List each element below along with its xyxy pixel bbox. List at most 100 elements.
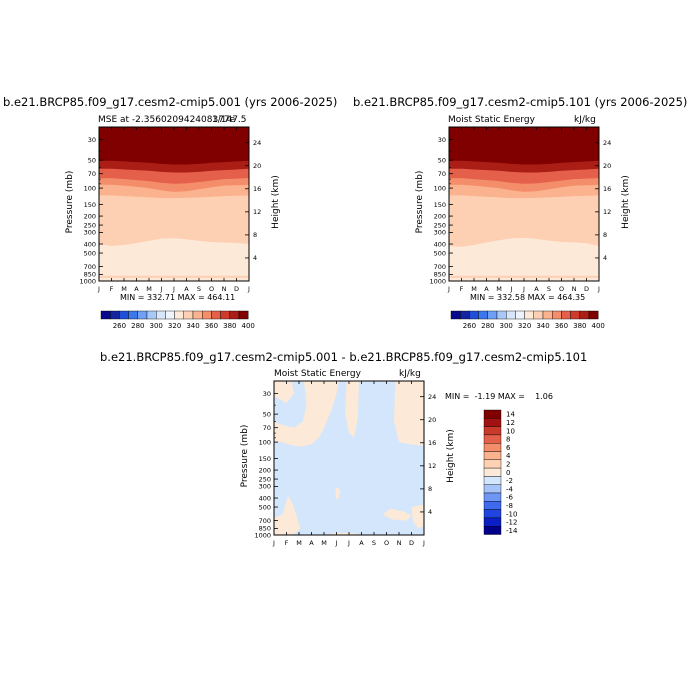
panel2-ytick-label: 70 xyxy=(438,170,446,178)
panel3-patch-small xyxy=(335,486,341,500)
panel1-xtick-label: J xyxy=(172,285,175,293)
panel2-ytick-label: 250 xyxy=(434,221,446,229)
colorbar3-box xyxy=(483,426,502,436)
colorbar3-label: 10 xyxy=(506,427,515,435)
panel2-y2tick-label: 8 xyxy=(603,231,607,239)
panel3-xtick-label: F xyxy=(285,539,289,547)
panel3-xtick-label: J xyxy=(422,539,425,547)
colorbar1-box xyxy=(165,310,175,320)
colorbar2-box xyxy=(478,310,489,320)
colorbar1-box xyxy=(137,310,148,320)
colorbar3-box xyxy=(483,484,502,494)
panel2-band-surface xyxy=(449,275,599,278)
panel3-xtick-label: J xyxy=(335,539,338,547)
colorbar1-box xyxy=(220,310,231,320)
panel3-xtick-label: S xyxy=(372,539,376,547)
panel1-ytick-label: 70 xyxy=(88,170,96,178)
panel3-patch-right xyxy=(394,381,424,446)
panel3-ytick-label: 300 xyxy=(259,483,271,491)
colorbar1-box xyxy=(183,310,194,320)
panel2-band-400 xyxy=(449,127,599,165)
colorbar3-box xyxy=(483,434,502,444)
panel2-y2tick-label: 24 xyxy=(603,139,611,147)
panel3-xtick-label: O xyxy=(384,539,389,547)
panel3-ytick-label: 70 xyxy=(263,424,271,432)
panel1-left-label: MSE at -2.356020942408377e xyxy=(98,115,236,125)
colorbar3-box xyxy=(483,467,502,477)
colorbar2-label: 280 xyxy=(481,322,494,330)
colorbar3-box xyxy=(483,476,502,485)
panel3-patch-lower-left xyxy=(274,496,301,535)
panel1-ytick-label: 150 xyxy=(84,201,96,209)
panel2-title: b.e21.BRCP85.f09_g17.cesm2-cmip5.101 (yr… xyxy=(353,95,688,109)
colorbar3-label: -10 xyxy=(506,510,517,518)
colorbar2-label: 320 xyxy=(518,322,531,330)
panel1-y2tick-label: 8 xyxy=(253,231,257,239)
colorbar3-box xyxy=(483,526,502,535)
panel3-ytick-label: 100 xyxy=(259,438,271,446)
colorbar1-box xyxy=(174,310,185,320)
colorbar3-label: -4 xyxy=(506,485,514,493)
colorbar1-box xyxy=(238,310,249,320)
colorbar3-label: -12 xyxy=(506,519,517,527)
panel1-y2tick-label: 12 xyxy=(253,208,261,216)
panel3-y2tick-label: 20 xyxy=(428,416,436,424)
panel2-y2tick-label: 20 xyxy=(603,162,611,170)
panel1-xtick-label: N xyxy=(222,285,227,293)
panel3-ytick-label: 400 xyxy=(259,494,271,502)
colorbar3-label: 0 xyxy=(506,469,510,477)
panel3-right-label: kJ/kg xyxy=(399,369,421,379)
colorbar2-box xyxy=(496,310,507,320)
colorbar3-label: 6 xyxy=(506,444,511,452)
colorbar3-label: -8 xyxy=(506,502,513,510)
panel2-ytick-label: 400 xyxy=(434,240,446,248)
panel1-ytick-label: 250 xyxy=(84,221,96,229)
colorbar1-label: 320 xyxy=(168,322,181,330)
colorbar2-box xyxy=(450,310,461,320)
colorbar1-label: 360 xyxy=(205,322,218,330)
panel1-xtick-label: S xyxy=(197,285,201,293)
panel2-ytick-label: 850 xyxy=(434,271,446,279)
panel1-y2tick-label: 16 xyxy=(253,185,261,193)
colorbar2-label: 260 xyxy=(463,322,476,330)
panel2-xtick-label: J xyxy=(522,285,525,293)
panel2-xtick-label: O xyxy=(559,285,564,293)
panel1-ytick-label: 300 xyxy=(84,229,96,237)
colorbar2-box xyxy=(533,310,544,320)
colorbar3-box xyxy=(483,492,502,502)
colorbar1-box xyxy=(192,310,203,320)
panel3-patch-top-left xyxy=(274,381,294,404)
colorbar1-box xyxy=(119,310,129,320)
colorbar3-box xyxy=(483,509,502,519)
panel1-xtick-label: A xyxy=(184,285,189,293)
panel3-xtick-label: D xyxy=(409,539,414,547)
panel2-right-label: kJ/kg xyxy=(574,115,596,125)
panel3-patch-mid xyxy=(345,381,359,438)
colorbar1-label: 300 xyxy=(150,322,163,330)
panel3-ytick-label: 1000 xyxy=(254,531,271,539)
panel2-ytick-label: 700 xyxy=(434,263,446,271)
colorbar2-box xyxy=(469,310,479,320)
panel2-xtick-label: S xyxy=(547,285,551,293)
panel3-xtick-label: A xyxy=(359,539,364,547)
colorbar3-label: 2 xyxy=(506,460,510,468)
colorbar3-label: -2 xyxy=(506,477,513,485)
panel3-stats: MIN = -1.19 MAX = 1.06 xyxy=(445,392,553,401)
panel1-ytick-label: 50 xyxy=(88,156,96,164)
panel1-ytick-label: 400 xyxy=(84,240,96,248)
panel3-ytick-label: 500 xyxy=(259,503,271,511)
panel2-xtick-label: J xyxy=(447,285,450,293)
colorbar3-box xyxy=(483,409,502,419)
panel1-xtick-label: J xyxy=(160,285,163,293)
panel1-title: b.e21.BRCP85.f09_g17.cesm2-cmip5.001 (yr… xyxy=(3,95,338,109)
panel3-ytick-label: 150 xyxy=(259,455,271,463)
panel3-ytick-label: 250 xyxy=(259,475,271,483)
panel1-ytick-label: 700 xyxy=(84,263,96,271)
colorbar1-label: 380 xyxy=(223,322,236,330)
panel3-y2tick-label: 4 xyxy=(428,508,432,516)
colorbar3-box xyxy=(483,517,502,527)
panel1-ytick-label: 100 xyxy=(84,184,96,192)
colorbar2-box xyxy=(515,310,525,320)
colorbar2-label: 300 xyxy=(500,322,513,330)
colorbar2-box xyxy=(588,310,599,320)
